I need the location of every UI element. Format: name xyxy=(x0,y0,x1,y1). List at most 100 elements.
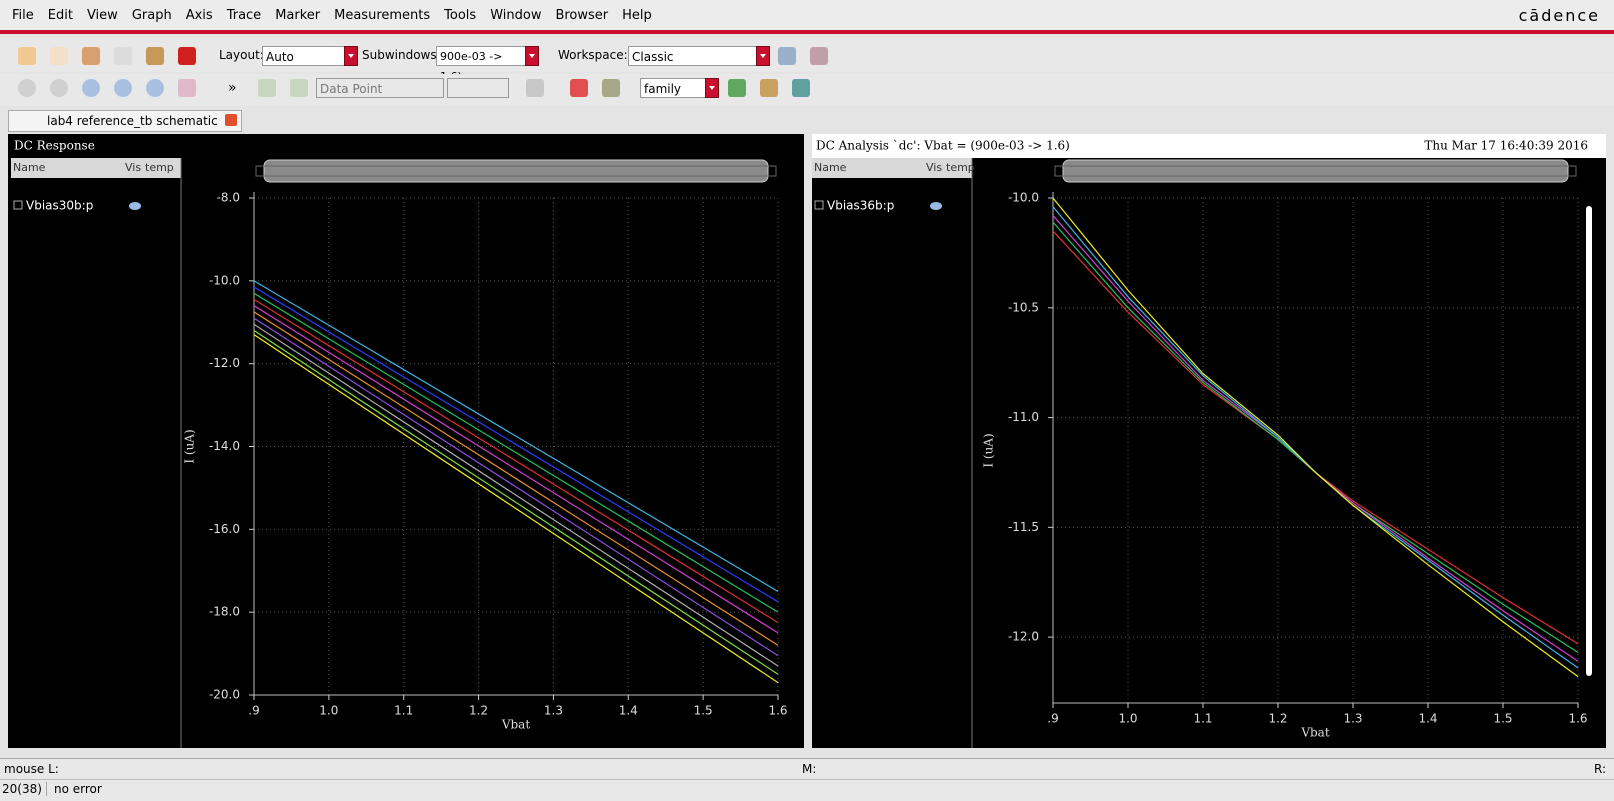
workspace-select[interactable]: Classic xyxy=(628,46,758,66)
family-tool[interactable] xyxy=(760,79,778,97)
strip-button[interactable] xyxy=(178,79,196,97)
tab-title: lab4 reference_tb schematic xyxy=(47,114,218,128)
visibility-icon[interactable] xyxy=(129,202,141,210)
tab-close[interactable] xyxy=(225,114,237,126)
menu-item[interactable]: Trace xyxy=(226,7,262,23)
cut-button[interactable] xyxy=(82,47,100,65)
tab[interactable]: lab4 reference_tb schematic xyxy=(8,110,242,132)
x-axis-label: Vbat xyxy=(1300,726,1330,740)
calculator-button[interactable] xyxy=(526,79,544,97)
x-tick-label: .9 xyxy=(1047,712,1058,726)
brand-logo: cādence xyxy=(1518,6,1600,25)
family-dropdown[interactable] xyxy=(705,78,719,98)
zoom-out-button[interactable] xyxy=(146,79,164,97)
series-line xyxy=(253,311,779,646)
delete-button[interactable] xyxy=(178,47,196,65)
x-tick-label: 1.4 xyxy=(1418,712,1437,726)
series-line xyxy=(1052,206,1579,669)
zoom-fit-button[interactable] xyxy=(50,79,68,97)
x-tick-label: 1.1 xyxy=(394,704,413,718)
chart-title: DC Analysis `dc': Vbat = (900e-03 -> 1.6… xyxy=(816,139,1070,153)
signal-name[interactable]: Vbias30b:p xyxy=(26,199,93,213)
x-tick-label: 1.6 xyxy=(768,704,787,718)
more-button[interactable]: » xyxy=(228,80,237,96)
menu-item[interactable]: Tools xyxy=(444,7,477,23)
visibility-icon[interactable] xyxy=(930,202,942,210)
y-tick-label: -8.0 xyxy=(217,191,240,205)
browser-column: Name xyxy=(814,161,847,174)
graph-panel: DC Response Name Vis temp Vbias30b:p -8.0 -10.… xyxy=(8,134,804,748)
expand-toggle[interactable] xyxy=(814,200,824,210)
y-tick-label: -12.0 xyxy=(1008,630,1039,644)
series-line xyxy=(253,317,779,657)
x-tick-label: 1.0 xyxy=(1118,712,1137,726)
subwindows-label: Subwindows: xyxy=(362,48,441,62)
next-button[interactable] xyxy=(290,79,308,97)
menu-item[interactable]: View xyxy=(86,7,118,23)
vertical-scrollbar[interactable] xyxy=(1586,206,1592,676)
x-tick-label: 1.0 xyxy=(319,704,338,718)
browser-column: Vis xyxy=(926,161,942,174)
series-line xyxy=(253,330,779,675)
expand-toggle[interactable] xyxy=(13,200,23,210)
x-tick-label: 1.1 xyxy=(1193,712,1212,726)
command-count: 20(38) xyxy=(2,782,47,796)
x-tick-label: 1.3 xyxy=(544,704,563,718)
accent-line xyxy=(0,30,1614,34)
mouse-left: mouse L: xyxy=(4,762,59,776)
browser-column: Vis xyxy=(125,161,141,174)
x-scroll-track xyxy=(1054,165,1577,177)
x-tick-label: 1.2 xyxy=(1268,712,1287,726)
series-line xyxy=(1052,197,1579,678)
menu-item[interactable]: Help xyxy=(622,7,652,23)
menu-item[interactable]: Marker xyxy=(275,7,321,23)
layout-dropdown[interactable] xyxy=(344,46,358,66)
y-tick-label: -16.0 xyxy=(209,522,240,536)
x-tick-label: 1.3 xyxy=(1343,712,1362,726)
layout-select[interactable]: Auto xyxy=(262,46,346,66)
copy-button[interactable] xyxy=(114,47,132,65)
y-tick-label: -18.0 xyxy=(209,605,240,619)
y-tick-label: -12.0 xyxy=(209,356,240,370)
fit-button[interactable] xyxy=(18,79,36,97)
workspace-delete[interactable] xyxy=(810,47,828,65)
chart: DC Analysis `dc': Vbat = (900e-03 -> 1.6… xyxy=(812,134,1606,748)
menu-item[interactable]: Graph xyxy=(131,7,172,23)
family-tool[interactable] xyxy=(728,79,746,97)
menu-item[interactable]: File xyxy=(12,7,34,23)
undo-button[interactable] xyxy=(18,47,36,65)
prev-button[interactable] xyxy=(258,79,276,97)
series-line xyxy=(253,334,779,684)
menu-item[interactable]: Measurements xyxy=(334,7,431,23)
status-divider xyxy=(0,779,1614,780)
signal-name[interactable]: Vbias36b:p xyxy=(827,199,894,213)
family-select[interactable]: family xyxy=(640,78,708,98)
redo-button[interactable] xyxy=(50,47,68,65)
workspace-save[interactable] xyxy=(778,47,796,65)
zoom-button[interactable] xyxy=(82,79,100,97)
value-field[interactable] xyxy=(447,78,509,98)
x-scroll-slider[interactable] xyxy=(1062,159,1569,183)
mouse-right: R: xyxy=(1594,762,1607,776)
x-axis-label: Vbat xyxy=(501,718,531,732)
title-bar xyxy=(812,134,1606,158)
marker-button[interactable] xyxy=(570,79,588,97)
zoom-in-button[interactable] xyxy=(114,79,132,97)
info-button[interactable] xyxy=(602,79,620,97)
browser-column: Name xyxy=(13,161,46,174)
data-point-select[interactable]: Data Point xyxy=(316,78,444,98)
status-message: no error xyxy=(54,782,102,796)
menu-item[interactable]: Window xyxy=(490,7,542,23)
menu-item[interactable]: Browser xyxy=(555,7,609,23)
subwindows-dropdown[interactable] xyxy=(525,46,539,66)
workspace-dropdown[interactable] xyxy=(756,46,770,66)
menu-item[interactable]: Axis xyxy=(185,7,213,23)
x-tick-label: 1.4 xyxy=(619,704,638,718)
paste-button[interactable] xyxy=(146,47,164,65)
subwindows-select[interactable]: 900e-03 -> 1.6) xyxy=(436,46,526,83)
menu-bar: File Edit View Graph Axis Trace Marker Measurem… xyxy=(0,0,1614,30)
menu-item[interactable]: Edit xyxy=(47,7,73,23)
x-scroll-slider[interactable] xyxy=(263,159,769,183)
y-tick-label: -10.5 xyxy=(1008,300,1039,314)
family-tool[interactable] xyxy=(792,79,810,97)
